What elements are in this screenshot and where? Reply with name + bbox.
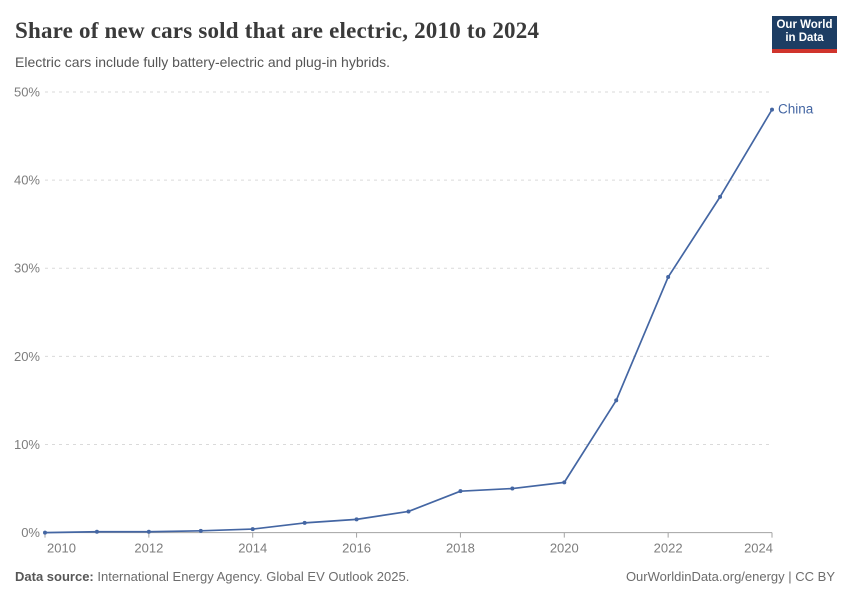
owid-logo-line1: Our World [776, 19, 833, 31]
x-tick-label: 2024 [744, 541, 773, 555]
page-title: Share of new cars sold that are electric… [15, 18, 540, 43]
data-source-text: International Energy Agency. Global EV O… [93, 569, 410, 584]
data-point [562, 480, 567, 485]
x-tick-label: 2018 [446, 541, 475, 555]
x-tick-label: 2014 [238, 541, 267, 555]
x-tick-label: 2022 [654, 541, 683, 555]
y-tick-label: 40% [14, 173, 40, 188]
data-point [458, 489, 463, 494]
data-point [43, 530, 47, 535]
owid-logo[interactable]: Our World in Data [772, 16, 837, 53]
x-tick-label: 2020 [550, 541, 579, 555]
data-point [354, 517, 359, 522]
chart-subtitle: Electric cars include fully battery-elec… [15, 54, 391, 70]
data-source: Data source: International Energy Agency… [15, 569, 409, 584]
series-line-china [44, 109, 773, 534]
chart-footer: Data source: International Energy Agency… [15, 569, 835, 584]
data-point [510, 486, 515, 491]
chart-header: Share of new cars sold that are electric… [15, 10, 755, 70]
line-chart: 0% 10% 20% 30% 40% 50% 2010 2012 2014 2016 2018 202… [14, 85, 814, 556]
y-tick-label: 30% [14, 261, 40, 276]
data-point [302, 520, 307, 525]
data-point [146, 529, 151, 534]
data-point [666, 275, 671, 280]
data-point [770, 107, 774, 112]
data-source-label: Data source: [15, 569, 94, 584]
y-tick-label: 50% [14, 85, 40, 100]
data-point [406, 509, 411, 514]
data-point [198, 528, 203, 533]
y-tick-label: 20% [14, 349, 40, 364]
series-end-label: China [778, 102, 814, 117]
y-tick-label: 0% [21, 525, 40, 540]
x-tick-label: 2010 [47, 541, 76, 555]
x-tick-label: 2016 [342, 541, 371, 555]
x-tick-label: 2012 [134, 541, 163, 555]
data-point [614, 398, 619, 403]
credit-link[interactable]: OurWorldinData.org/energy | CC BY [625, 569, 835, 584]
data-point [718, 194, 723, 199]
y-tick-label: 10% [14, 437, 40, 452]
data-point [250, 527, 255, 532]
data-point [94, 529, 99, 534]
owid-logo-line2: in Data [785, 32, 824, 44]
